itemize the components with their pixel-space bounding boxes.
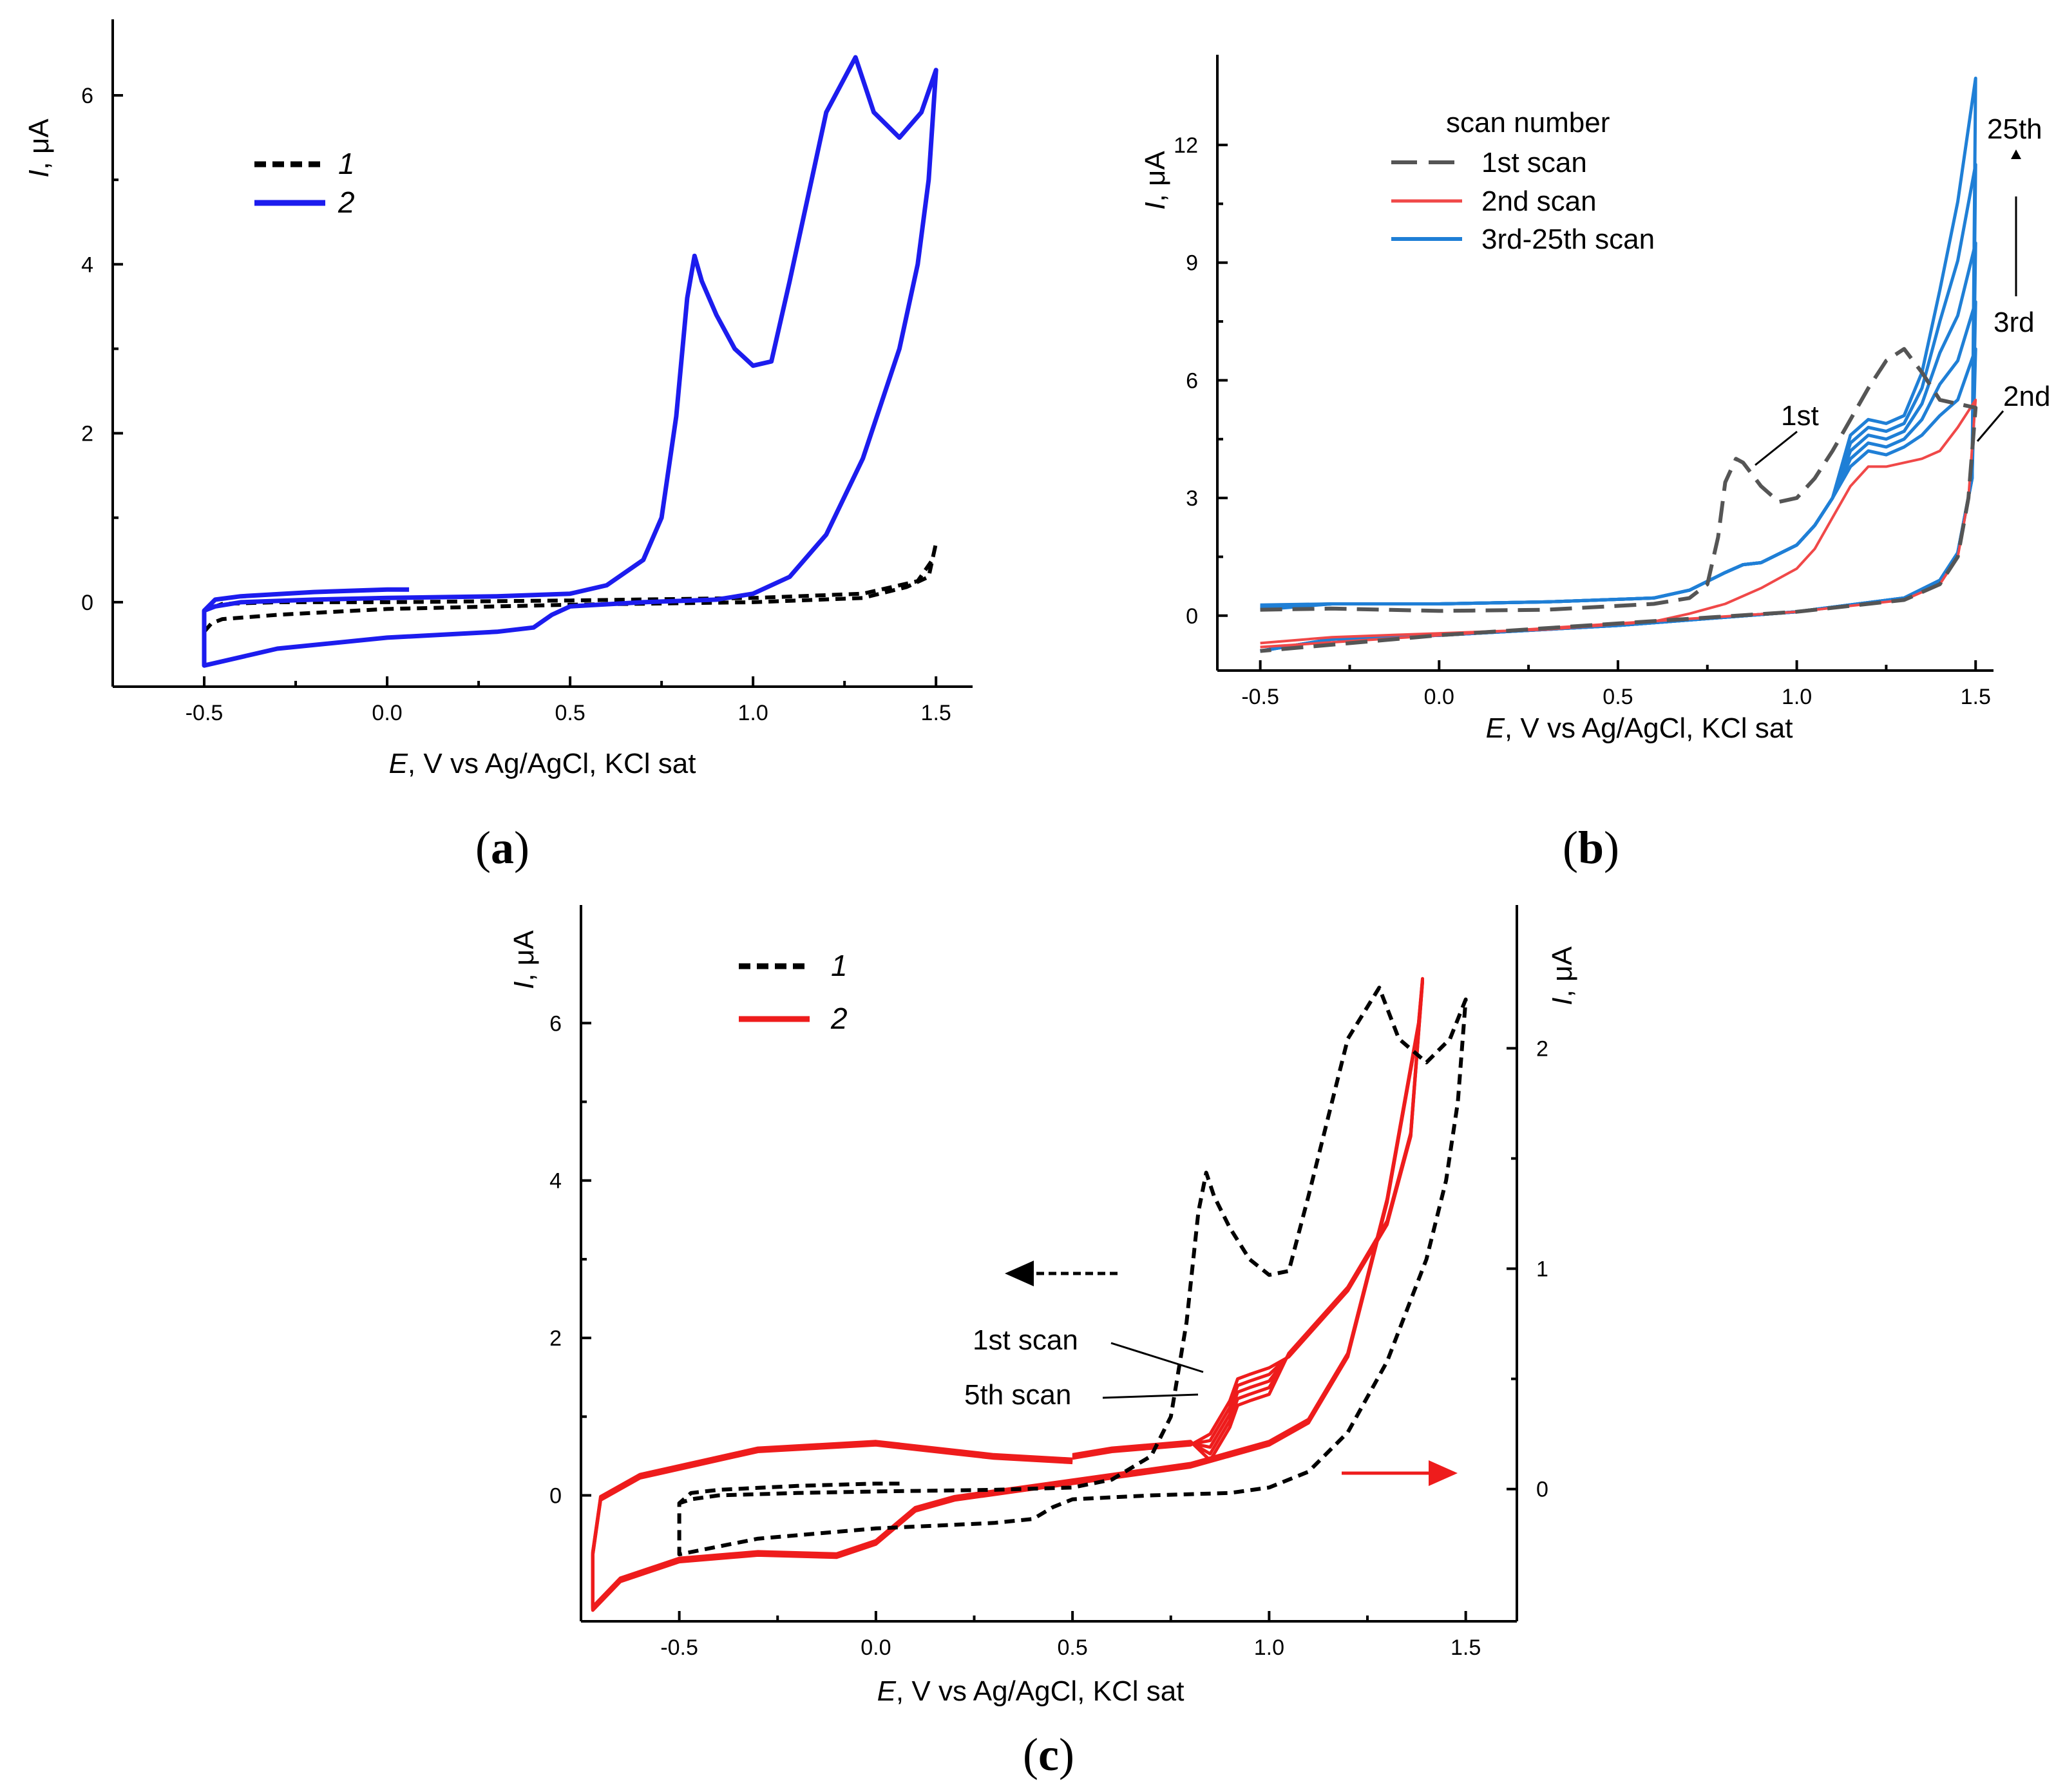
panel-c-right-y-ticks: 0 1 2 <box>1507 1036 1548 1502</box>
series-line-2 <box>591 979 1424 1611</box>
panel-c-axes <box>580 905 1518 1623</box>
panel-c-y-axis-label: I, μA <box>508 930 540 989</box>
panel-b-x-axis-label: E, V vs Ag/AgCl, KCl sat <box>1486 712 1793 744</box>
series-line-2 <box>591 977 1424 1608</box>
panel-b-axes <box>1216 55 1994 672</box>
panel-a-axes <box>111 19 973 688</box>
panel-b-x-tick-label: 1.0 <box>1782 685 1812 709</box>
panel-c-right-y-tick-label: 2 <box>1536 1036 1548 1061</box>
panel-c-y-tick-label: 2 <box>549 1326 562 1351</box>
legend-label-2: 2 <box>830 1002 848 1035</box>
annotation-3rd: 3rd <box>1994 307 2035 338</box>
panel-a-y-tick-label: 0 <box>81 591 93 615</box>
annotation-2nd-leader <box>1976 410 2004 442</box>
panel-a-series <box>202 55 938 668</box>
annotation-5th-scan: 5th scan <box>964 1379 1071 1411</box>
legend-title: scan number <box>1446 107 1610 138</box>
panel-b-x-tick-label: 0.0 <box>1424 685 1454 709</box>
panel-a-x-tick-label: 0.5 <box>555 701 585 725</box>
panel-c-y-tick-label: 4 <box>549 1169 562 1194</box>
panel-a-x-tick-label: 0.0 <box>372 701 402 725</box>
annotation-up-arrow <box>2011 149 2021 159</box>
panel-b-x-tick-label: 1.5 <box>1961 685 1991 709</box>
legend-label-1st: 1st scan <box>1481 147 1587 178</box>
panel-c-x-ticks: -0.5 0.0 0.5 1.0 1.5 <box>660 1611 1481 1660</box>
series-line-2 <box>591 980 1424 1612</box>
series-line-2 <box>591 978 1424 1610</box>
panel-c-right-y-tick-label: 0 <box>1536 1478 1548 1502</box>
panel-a-legend: 1 2 <box>254 147 355 219</box>
panel-c-y-ticks: 0 2 4 6 <box>549 1011 591 1508</box>
panel-b-series <box>1260 77 1978 653</box>
annotation-25th: 25th <box>1987 113 2042 145</box>
panel-b-y-tick-label: 9 <box>1186 251 1198 276</box>
panel-c-label: (c) <box>1023 1729 1074 1780</box>
panel-a-x-tick-label: -0.5 <box>186 701 224 725</box>
series-line-1 <box>202 541 938 633</box>
panel-b-y-tick-label: 6 <box>1186 368 1198 393</box>
panel-b-y-tick-label: 12 <box>1174 133 1198 158</box>
panel-b-x-tick-label: 0.5 <box>1603 685 1633 709</box>
panel-b: -0.5 0.0 0.5 1.0 1.5 0 3 6 9 12 I, μA E, V vs Ag… <box>1139 55 2050 873</box>
panel-b-label: (b) <box>1563 822 1619 873</box>
panel-c-x-tick-label: -0.5 <box>660 1635 698 1660</box>
panel-a-x-tick-label: 1.0 <box>738 701 768 725</box>
panel-b-y-tick-label: 3 <box>1186 486 1198 511</box>
series-line-1st-scan <box>1260 347 1978 653</box>
panel-a-x-tick-label: 1.5 <box>921 701 951 725</box>
panel-b-x-tick-label: -0.5 <box>1241 685 1279 709</box>
panel-b-y-tick-label: 0 <box>1186 604 1198 629</box>
legend-label-1: 1 <box>831 949 848 982</box>
series-line-2nd-scan <box>1260 398 1977 649</box>
panel-c-x-tick-label: 0.0 <box>861 1635 891 1660</box>
panel-a-x-ticks: -0.5 0.0 0.5 1.0 1.5 <box>186 676 951 725</box>
panel-c-y-tick-label: 0 <box>549 1483 562 1508</box>
panel-a-y-tick-label: 2 <box>81 422 93 446</box>
panel-c-right-y-tick-label: 1 <box>1536 1257 1548 1282</box>
panel-c-right-y-axis-label: I, μA <box>1546 946 1578 1006</box>
panel-c-annotations: 1st scan 5th scan <box>964 1261 1458 1486</box>
panel-c-legend: 1 2 <box>739 949 848 1035</box>
annotation-1st-scan-leader <box>1110 1342 1204 1373</box>
annotation-1st: 1st <box>1781 400 1819 432</box>
series-line-2 <box>591 978 1424 1610</box>
legend-label-2: 2 <box>338 186 355 219</box>
panel-a-y-axis-label: I, μA <box>23 119 55 178</box>
panel-c: -0.5 0.0 0.5 1.0 1.5 0 2 4 6 0 1 2 I, μA I, μA E,… <box>508 905 1578 1780</box>
annotation-5th-scan-leader <box>1102 1393 1199 1399</box>
panel-a-y-ticks: 0 2 4 6 <box>81 84 123 615</box>
series-line-3rd-25th <box>1260 241 1977 653</box>
panel-b-annotations: 1st 2nd 3rd 25th <box>1755 113 2050 466</box>
annotation-2nd: 2nd <box>2003 381 2050 412</box>
panel-c-x-axis-label: E, V vs Ag/AgCl, KCl sat <box>877 1675 1185 1707</box>
panel-c-x-tick-label: 0.5 <box>1057 1635 1087 1660</box>
panel-c-x-tick-label: 1.5 <box>1451 1635 1481 1660</box>
panel-b-x-ticks: -0.5 0.0 0.5 1.0 1.5 <box>1241 660 1991 709</box>
panel-c-y-tick-label: 6 <box>549 1011 562 1036</box>
panel-a-y-tick-label: 4 <box>81 253 93 277</box>
panel-a: -0.5 0.0 0.5 1.0 1.5 0 2 4 6 I, μA E, V vs Ag/A… <box>23 19 973 873</box>
panel-a-y-tick-label: 6 <box>81 84 93 108</box>
panel-c-x-tick-label: 1.0 <box>1254 1635 1284 1660</box>
panel-b-y-axis-label: I, μA <box>1139 151 1171 210</box>
panel-a-label: (a) <box>475 822 529 873</box>
annotation-1st-scan: 1st scan <box>973 1324 1078 1356</box>
series-line-2 <box>202 55 938 668</box>
panel-a-x-axis-label: E, V vs Ag/AgCl, KCl sat <box>389 748 696 779</box>
legend-label-2nd: 2nd scan <box>1481 186 1597 217</box>
panel-c-series <box>591 977 1468 1612</box>
legend-label-1: 1 <box>338 147 355 180</box>
series-line-1 <box>677 986 1468 1557</box>
legend-label-3rd-25th: 3rd-25th scan <box>1481 224 1655 255</box>
series-line-3rd-25th <box>1260 77 1977 653</box>
annotation-1st-leader <box>1755 430 1798 466</box>
panel-b-legend: scan number 1st scan 2nd scan 3rd-25th s… <box>1391 107 1655 255</box>
panel-b-y-ticks: 0 3 6 9 12 <box>1174 133 1228 629</box>
